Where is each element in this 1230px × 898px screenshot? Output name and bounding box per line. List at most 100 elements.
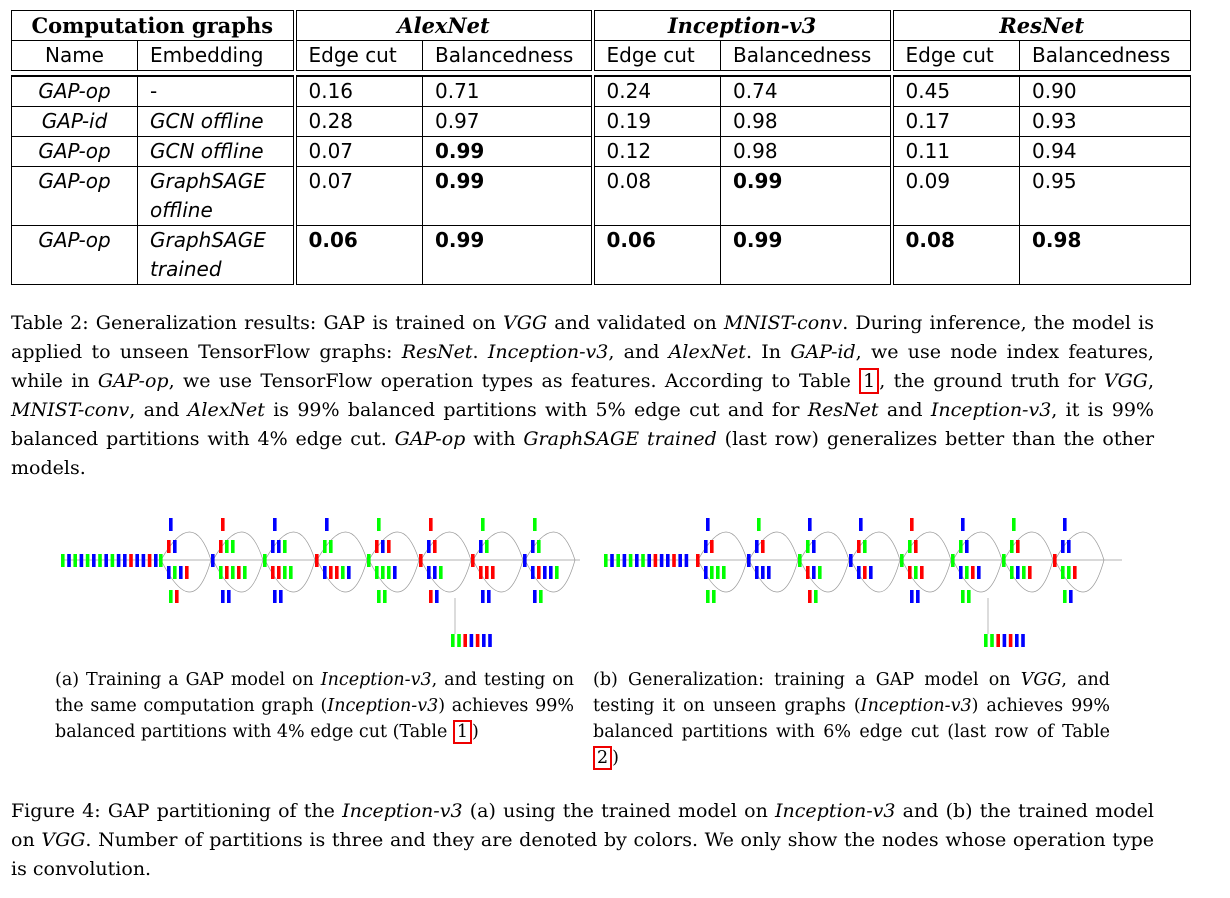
graph-node	[616, 554, 620, 567]
graph-node	[169, 518, 173, 531]
graph-node	[849, 554, 853, 567]
balancedness-cell: 0.98	[720, 106, 893, 137]
edge-cut-cell: 0.09	[889, 166, 1021, 226]
graph-node	[485, 566, 489, 579]
graph-node	[814, 590, 818, 603]
graph-node	[104, 554, 108, 567]
graph-node	[959, 566, 963, 579]
graph-node	[971, 566, 975, 579]
caption-italic: AlexNet	[187, 399, 265, 421]
graph-node	[533, 518, 537, 531]
graph-node	[806, 540, 810, 553]
graph-node	[271, 566, 275, 579]
header-edge-cut: Edge cut	[590, 40, 722, 71]
graph-node	[710, 566, 714, 579]
graph-node	[154, 554, 158, 567]
group-header-alexnet: AlexNet	[292, 10, 594, 41]
graph-node	[263, 554, 267, 567]
graph-node	[869, 566, 873, 579]
graph-node	[485, 540, 489, 553]
balancedness-cell: 0.99	[720, 225, 893, 285]
edge-cut-cell: 0.06	[590, 225, 722, 285]
group-header-graphs: Computation graphs	[11, 10, 295, 41]
header-balancedness: Balancedness	[421, 40, 594, 71]
graph-node	[1067, 540, 1071, 553]
graph-node	[755, 566, 759, 579]
graph-node	[475, 634, 480, 647]
graph-node	[1061, 540, 1065, 553]
graph-node	[123, 554, 127, 567]
graph-node	[221, 518, 225, 531]
graph-node	[920, 566, 924, 579]
table-ref-link[interactable]: 1	[859, 368, 880, 394]
graph-node	[537, 566, 541, 579]
graph-node	[647, 554, 651, 567]
header-name: Name	[11, 40, 138, 71]
row-name: GAP-op	[11, 225, 138, 285]
graph-node	[704, 540, 708, 553]
graph-node	[863, 540, 867, 553]
graph-node	[98, 554, 102, 567]
graph-node	[211, 554, 215, 567]
edge-cut-cell: 0.07	[292, 166, 423, 226]
graph-node	[961, 590, 965, 603]
graph-node	[908, 540, 912, 553]
graph-node	[185, 566, 189, 579]
caption-italic: VGG	[41, 829, 86, 851]
caption-text: , we use node index features, while in	[11, 341, 1154, 392]
graph-node	[555, 566, 559, 579]
graph-node	[977, 566, 981, 579]
graph-node	[243, 566, 247, 579]
graph-node	[231, 540, 235, 553]
graph-node	[914, 566, 918, 579]
header-balancedness: Balancedness	[720, 40, 893, 71]
graph-node	[173, 540, 177, 553]
caption-text: , it is 99% balanced partitions with 4% …	[11, 399, 1154, 450]
caption-text: , and testing it on unseen graphs (	[593, 670, 1110, 716]
graph-node	[367, 554, 371, 567]
row-embedding: -	[137, 75, 295, 107]
graph-node	[1002, 634, 1007, 647]
balancedness-cell: 0.97	[421, 106, 594, 137]
graph-node	[1008, 634, 1013, 647]
caption-text: , we use TensorFlow operation types as f…	[168, 370, 860, 392]
graph-node	[967, 590, 971, 603]
caption-italic: VGG	[503, 312, 548, 334]
graph-node	[482, 634, 486, 647]
graph-node	[996, 634, 1000, 647]
graph-node	[965, 540, 969, 553]
graph-node	[481, 590, 485, 603]
graph-node	[283, 540, 287, 553]
graph-node	[533, 590, 537, 603]
table-ref-link[interactable]: 2	[593, 746, 613, 770]
graph-node	[469, 634, 474, 647]
balancedness-cell: 0.74	[720, 75, 893, 107]
caption-text: .	[472, 341, 488, 363]
caption-text: GAP partitioning of the	[100, 800, 343, 822]
caption-text: )	[472, 722, 479, 742]
graph-node	[808, 590, 812, 603]
results-table: Computation graphs AlexNet Inception-v3 …	[11, 10, 1192, 285]
header-embedding: Embedding	[137, 40, 295, 71]
graph-node	[347, 566, 351, 579]
graph-node	[951, 554, 955, 567]
graph-node	[387, 566, 391, 579]
graph-node	[179, 566, 183, 579]
graph-node	[147, 554, 152, 567]
edge-cut-cell: 0.11	[889, 136, 1021, 167]
graph-node	[323, 566, 327, 579]
caption-text: , and testing on the same computation gr…	[55, 670, 575, 716]
edge-cut-cell: 0.17	[889, 106, 1021, 137]
graph-node	[159, 554, 163, 567]
caption-italic: Inception-v3	[487, 341, 609, 363]
caption-text: and	[878, 399, 931, 421]
graph-node	[429, 518, 433, 531]
embedding-line: offline	[150, 198, 213, 222]
graph-node	[129, 554, 133, 567]
caption-italic: ResNet	[401, 341, 473, 363]
graph-node	[747, 554, 751, 567]
caption-text: ,	[1147, 370, 1154, 392]
table-ref-link[interactable]: 1	[452, 720, 473, 744]
caption-italic: GraphSAGE trained	[523, 428, 717, 450]
graph-node	[910, 590, 914, 603]
